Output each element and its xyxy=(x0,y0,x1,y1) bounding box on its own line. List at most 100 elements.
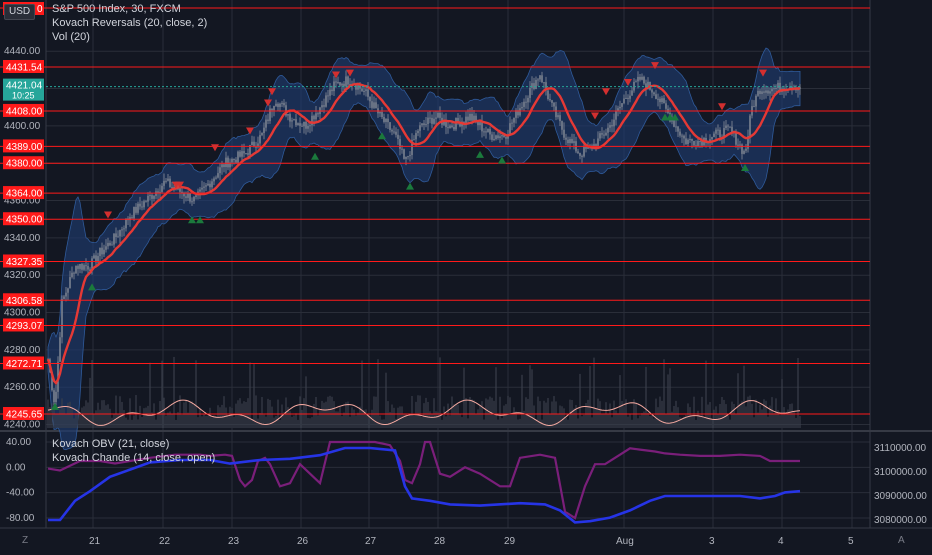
candle-body xyxy=(91,258,93,271)
buy-signal-icon[interactable] xyxy=(498,156,506,164)
volume-bar xyxy=(55,413,57,428)
sell-signal-icon[interactable] xyxy=(602,88,610,96)
candle-body xyxy=(429,117,431,119)
volume-bar xyxy=(537,396,539,428)
candle-body xyxy=(413,139,415,141)
volume-bar xyxy=(515,411,517,428)
volume-bar xyxy=(257,418,259,428)
price-level-badge[interactable] xyxy=(3,139,44,153)
candle-body xyxy=(713,133,715,138)
auto-scale-toggle[interactable]: A xyxy=(898,535,905,546)
buy-signal-icon[interactable] xyxy=(476,150,484,158)
candle-body xyxy=(415,133,417,140)
sell-signal-icon[interactable] xyxy=(332,71,340,79)
buy-signal-icon[interactable] xyxy=(311,152,319,160)
time-tick-label: 29 xyxy=(504,536,516,547)
zoom-control[interactable]: Z xyxy=(22,535,29,546)
candle-body xyxy=(225,157,227,168)
sell-signal-icon[interactable] xyxy=(591,112,599,120)
volume-bar xyxy=(91,360,93,428)
candle-body xyxy=(497,135,499,139)
price-tick-label: 4320.00 xyxy=(4,270,41,281)
buy-signal-icon[interactable] xyxy=(88,283,96,291)
volume-bar xyxy=(89,377,91,428)
volume-bar xyxy=(233,416,235,428)
price-level-label: 4408.00 xyxy=(6,106,43,117)
candle-body xyxy=(383,117,385,122)
price-level-badge[interactable] xyxy=(3,212,44,226)
volume-bar xyxy=(641,413,643,428)
price-level-label: 4380.00 xyxy=(6,159,43,170)
sell-signal-icon[interactable] xyxy=(718,103,726,111)
volume-bar xyxy=(105,405,107,428)
volume-bar xyxy=(611,417,613,428)
sell-signal-icon[interactable] xyxy=(651,62,659,70)
indicator-legend-volume[interactable]: Vol (20) xyxy=(52,31,90,43)
indicator-legend-reversals[interactable]: Kovach Reversals (20, close, 2) xyxy=(52,17,208,29)
currency-badge[interactable]: USD xyxy=(4,4,36,20)
sell-signal-icon[interactable] xyxy=(104,211,112,219)
price-level-badge[interactable] xyxy=(3,293,44,307)
candle-body xyxy=(123,228,125,230)
volume-bar xyxy=(617,413,619,428)
sell-signal-icon[interactable] xyxy=(759,69,767,77)
candle-body xyxy=(621,103,623,107)
candle-body xyxy=(189,193,191,202)
price-level-badge[interactable] xyxy=(3,318,44,332)
buy-signal-icon[interactable] xyxy=(741,163,749,171)
price-level-badge[interactable] xyxy=(3,103,44,117)
volume-bar xyxy=(81,407,83,428)
volume-bar xyxy=(397,407,399,428)
price-level-badge[interactable] xyxy=(3,186,44,200)
buy-signal-icon[interactable] xyxy=(196,216,204,224)
candle-body xyxy=(775,87,777,89)
buy-signal-icon[interactable] xyxy=(378,132,386,140)
price-level-badge[interactable] xyxy=(3,356,44,370)
candle-body xyxy=(719,129,721,138)
candle-body xyxy=(759,90,761,94)
candle-body xyxy=(201,187,203,190)
candle-body xyxy=(297,123,299,126)
volume-bar xyxy=(267,398,269,428)
candle-body xyxy=(87,266,89,270)
candle-body xyxy=(499,136,501,139)
sell-signal-icon[interactable] xyxy=(211,144,219,152)
buy-signal-icon[interactable] xyxy=(671,113,679,121)
candle-body xyxy=(525,101,527,103)
current-price-badge[interactable] xyxy=(3,78,44,101)
candle-body xyxy=(769,91,771,94)
sell-signal-icon[interactable] xyxy=(176,181,184,189)
candle-body xyxy=(141,206,143,208)
volume-bar xyxy=(155,419,157,428)
buy-signal-icon[interactable] xyxy=(406,182,414,190)
candle-body xyxy=(691,139,693,141)
volume-bar xyxy=(147,405,149,428)
price-level-badge[interactable] xyxy=(3,254,44,268)
candle-body xyxy=(229,162,231,168)
sell-signal-icon[interactable] xyxy=(268,88,276,96)
price-level-badge[interactable] xyxy=(3,156,44,170)
price-level-badge[interactable] xyxy=(3,407,44,420)
candle-body xyxy=(173,186,175,188)
indicator-legend-obv[interactable]: Kovach OBV (21, close) xyxy=(52,438,170,450)
price-level-badge[interactable] xyxy=(3,60,44,73)
oscillator-tick-label: -80.00 xyxy=(6,513,35,524)
volume-bar xyxy=(251,419,253,428)
sell-signal-icon[interactable] xyxy=(246,127,254,135)
candle-body xyxy=(289,114,291,122)
volume-bar xyxy=(117,413,119,428)
volume-bar xyxy=(245,401,247,428)
symbol-title[interactable]: S&P 500 Index, 30, FXCM xyxy=(52,3,181,15)
candle-body xyxy=(207,183,209,186)
sell-signal-icon[interactable] xyxy=(624,78,632,86)
volume-bar xyxy=(691,415,693,428)
buy-signal-icon[interactable] xyxy=(51,402,59,410)
indicator-legend-chande[interactable]: Kovach Chande (14, close, open) xyxy=(52,452,216,464)
sell-signal-icon[interactable] xyxy=(264,99,272,107)
candle-body xyxy=(699,140,701,142)
buy-signal-icon[interactable] xyxy=(188,216,196,224)
sell-signal-icon[interactable] xyxy=(346,69,354,77)
volume-bar xyxy=(751,403,753,428)
